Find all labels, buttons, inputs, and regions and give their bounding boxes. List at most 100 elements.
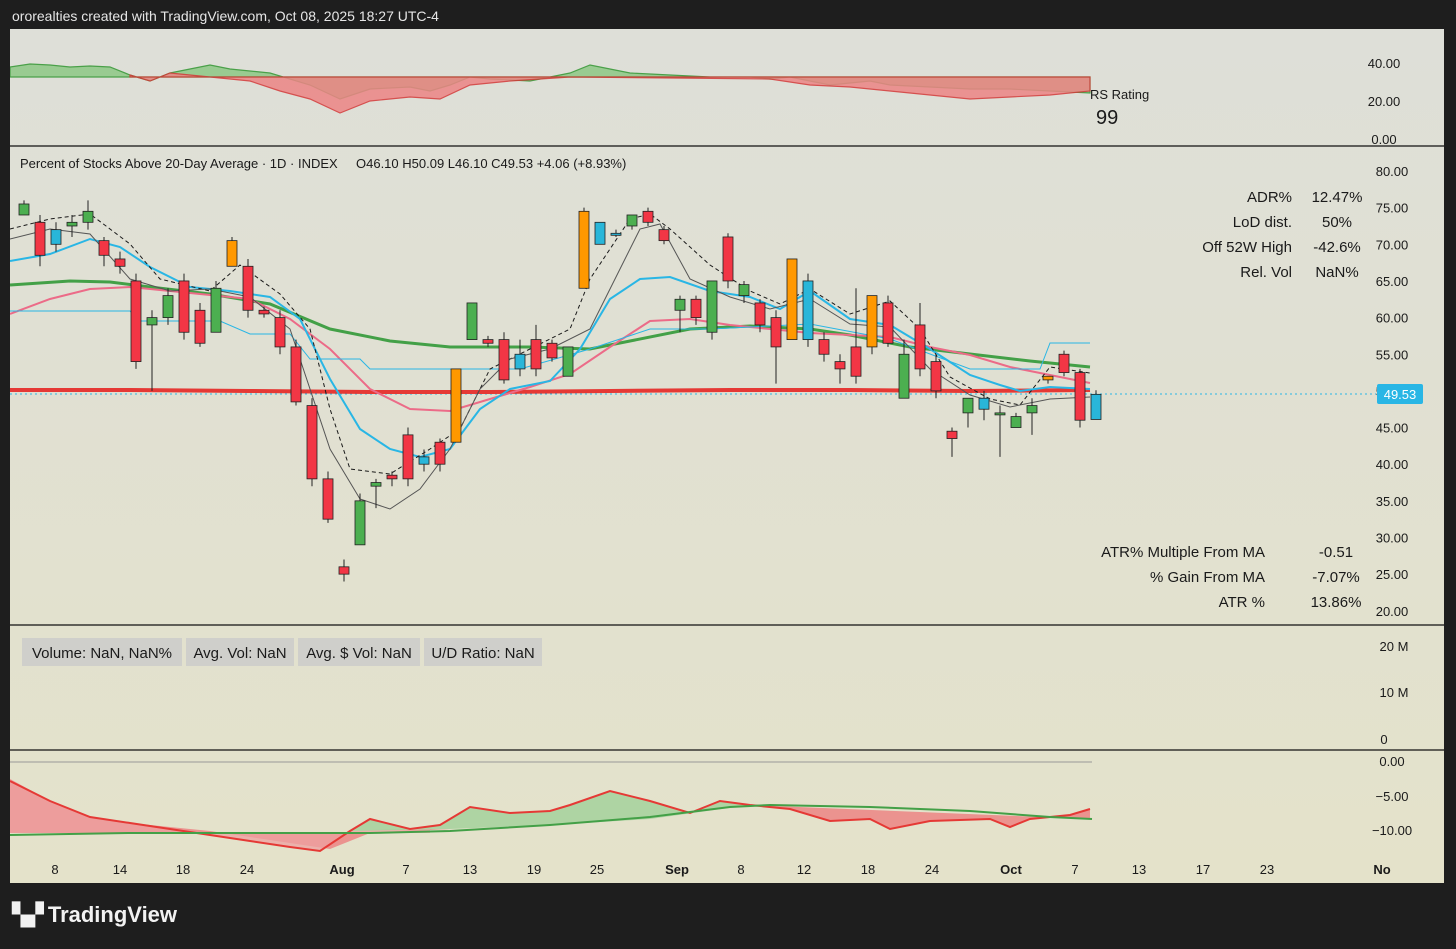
volume-info-text: U/D Ratio: NaN [431, 645, 534, 662]
rs-rating-value: 99 [1096, 107, 1118, 129]
candle-body [130, 280, 142, 362]
x-tick: 24 [925, 862, 939, 877]
x-tick: 19 [527, 862, 541, 877]
main-tick: 35.00 [1376, 494, 1409, 509]
candle-body [146, 317, 158, 326]
candle-body [866, 295, 878, 348]
ma-gray-line [10, 223, 1091, 510]
x-tick: 18 [176, 862, 190, 877]
candle-body [226, 240, 238, 267]
stat-value: -7.07% [1312, 569, 1360, 586]
main-tick: 60.00 [1376, 311, 1409, 326]
ma-red-line [10, 388, 1091, 394]
candle-body [930, 361, 942, 392]
stat-label: ATR % [1219, 594, 1265, 611]
main-tick: 70.00 [1376, 237, 1409, 252]
x-tick: 13 [463, 862, 477, 877]
candle-body [562, 346, 574, 377]
osc-green-line [10, 803, 1093, 836]
candle-body [786, 258, 798, 340]
candle-body [818, 339, 830, 355]
price-badge-label: 49.53 [1384, 387, 1417, 402]
candle-body [642, 210, 654, 223]
candle-body [114, 258, 126, 267]
candle-body [1090, 393, 1102, 420]
candle-body [418, 456, 430, 465]
candle-body [178, 280, 190, 333]
volume-panel: Volume: NaN, NaN% Avg. Vol: NaN Avg. $ Vol… [22, 638, 1408, 747]
stats-top: ADR% 12.47% LoD dist. 50% Off 52W High -42.6%… [1202, 189, 1362, 281]
x-tick: 14 [113, 862, 127, 877]
volume-info-box [424, 638, 542, 666]
main-tick: 80.00 [1376, 164, 1409, 179]
candle-body [322, 478, 334, 520]
rs-rating-label: RS Rating [1090, 87, 1149, 102]
x-axis: 8 14 18 24 Aug 7 13 19 25 Sep 8 12 18 24 Oct 7 13 17 23 No [51, 862, 1390, 877]
candle-body [658, 229, 670, 242]
header-title: ororealties created with TradingView.com… [12, 8, 439, 24]
candle-body [82, 210, 94, 223]
volume-info-box [22, 638, 182, 666]
candle-body [370, 482, 382, 487]
rs-area-red [129, 72, 1091, 114]
candle-body [578, 210, 590, 289]
main-ohlc: O46.10 H50.09 L46.10 C49.53 +4.06 (+8.93… [356, 156, 626, 171]
candle-body [1058, 353, 1070, 373]
stat-label: Off 52W High [1202, 239, 1292, 256]
candle-body [338, 566, 350, 575]
main-tick: 20.00 [1376, 604, 1409, 619]
candle-body [1026, 405, 1038, 414]
candle-body [66, 221, 78, 227]
candle-body [498, 339, 510, 381]
candle-body [1042, 375, 1054, 381]
stat-value: 13.86% [1311, 594, 1362, 611]
x-tick: 23 [1260, 862, 1274, 877]
candle-body [898, 353, 910, 399]
candle-body [770, 317, 782, 348]
x-tick: 7 [1071, 862, 1078, 877]
candles [18, 200, 1102, 582]
main-tick: 40.00 [1376, 457, 1409, 472]
main-tick: 30.00 [1376, 531, 1409, 546]
rs-tick: 20.00 [1368, 94, 1401, 109]
tradingview-logo[interactable]: ▚▞ TradingView [12, 902, 177, 928]
main-tick: 25.00 [1376, 567, 1409, 582]
candle-body [546, 342, 558, 359]
x-tick: 8 [737, 862, 744, 877]
x-tick: 13 [1132, 862, 1146, 877]
chart-canvas[interactable]: 40.00 20.00 0.00 RS Rating 99 Percent of… [10, 29, 1444, 883]
candle-body [962, 397, 974, 414]
stat-value: -42.6% [1313, 239, 1361, 256]
candle-body [834, 361, 846, 370]
candle-body [34, 221, 46, 256]
x-tick: Oct [1000, 862, 1022, 877]
candle-body [914, 324, 926, 370]
candle-body [1010, 416, 1022, 428]
candle-body [482, 339, 494, 344]
tradingview-logo-icon: ▚▞ [12, 902, 44, 927]
candle-body [402, 434, 414, 480]
candle-body [258, 309, 270, 315]
osc-red-line [10, 780, 1091, 853]
rs-tick: 0.00 [1371, 132, 1396, 147]
volume-info-text: Avg. Vol: NaN [193, 645, 286, 662]
x-tick: No [1373, 862, 1390, 877]
osc-red-area-2 [750, 805, 1090, 829]
main-panel: Percent of Stocks Above 20-Day Average ·… [10, 156, 1423, 619]
candle-body [386, 474, 398, 480]
candle-body [466, 302, 478, 340]
candle-body [210, 287, 222, 333]
candle-body [514, 353, 526, 370]
candle-body [1074, 372, 1086, 421]
candle-body [162, 295, 174, 318]
candle-body [978, 397, 990, 410]
chart-frame[interactable]: 40.00 20.00 0.00 RS Rating 99 Percent of… [10, 29, 1444, 883]
x-tick: 24 [240, 862, 254, 877]
candle-body [530, 339, 542, 370]
rs-tick: 40.00 [1368, 56, 1401, 71]
volume-tick: 10 M [1380, 685, 1409, 700]
candle-body [738, 284, 750, 297]
bottom-panel: 0.00 −5.00 −10.00 [10, 754, 1412, 853]
candle-body [946, 430, 958, 439]
candle-body [594, 221, 606, 245]
